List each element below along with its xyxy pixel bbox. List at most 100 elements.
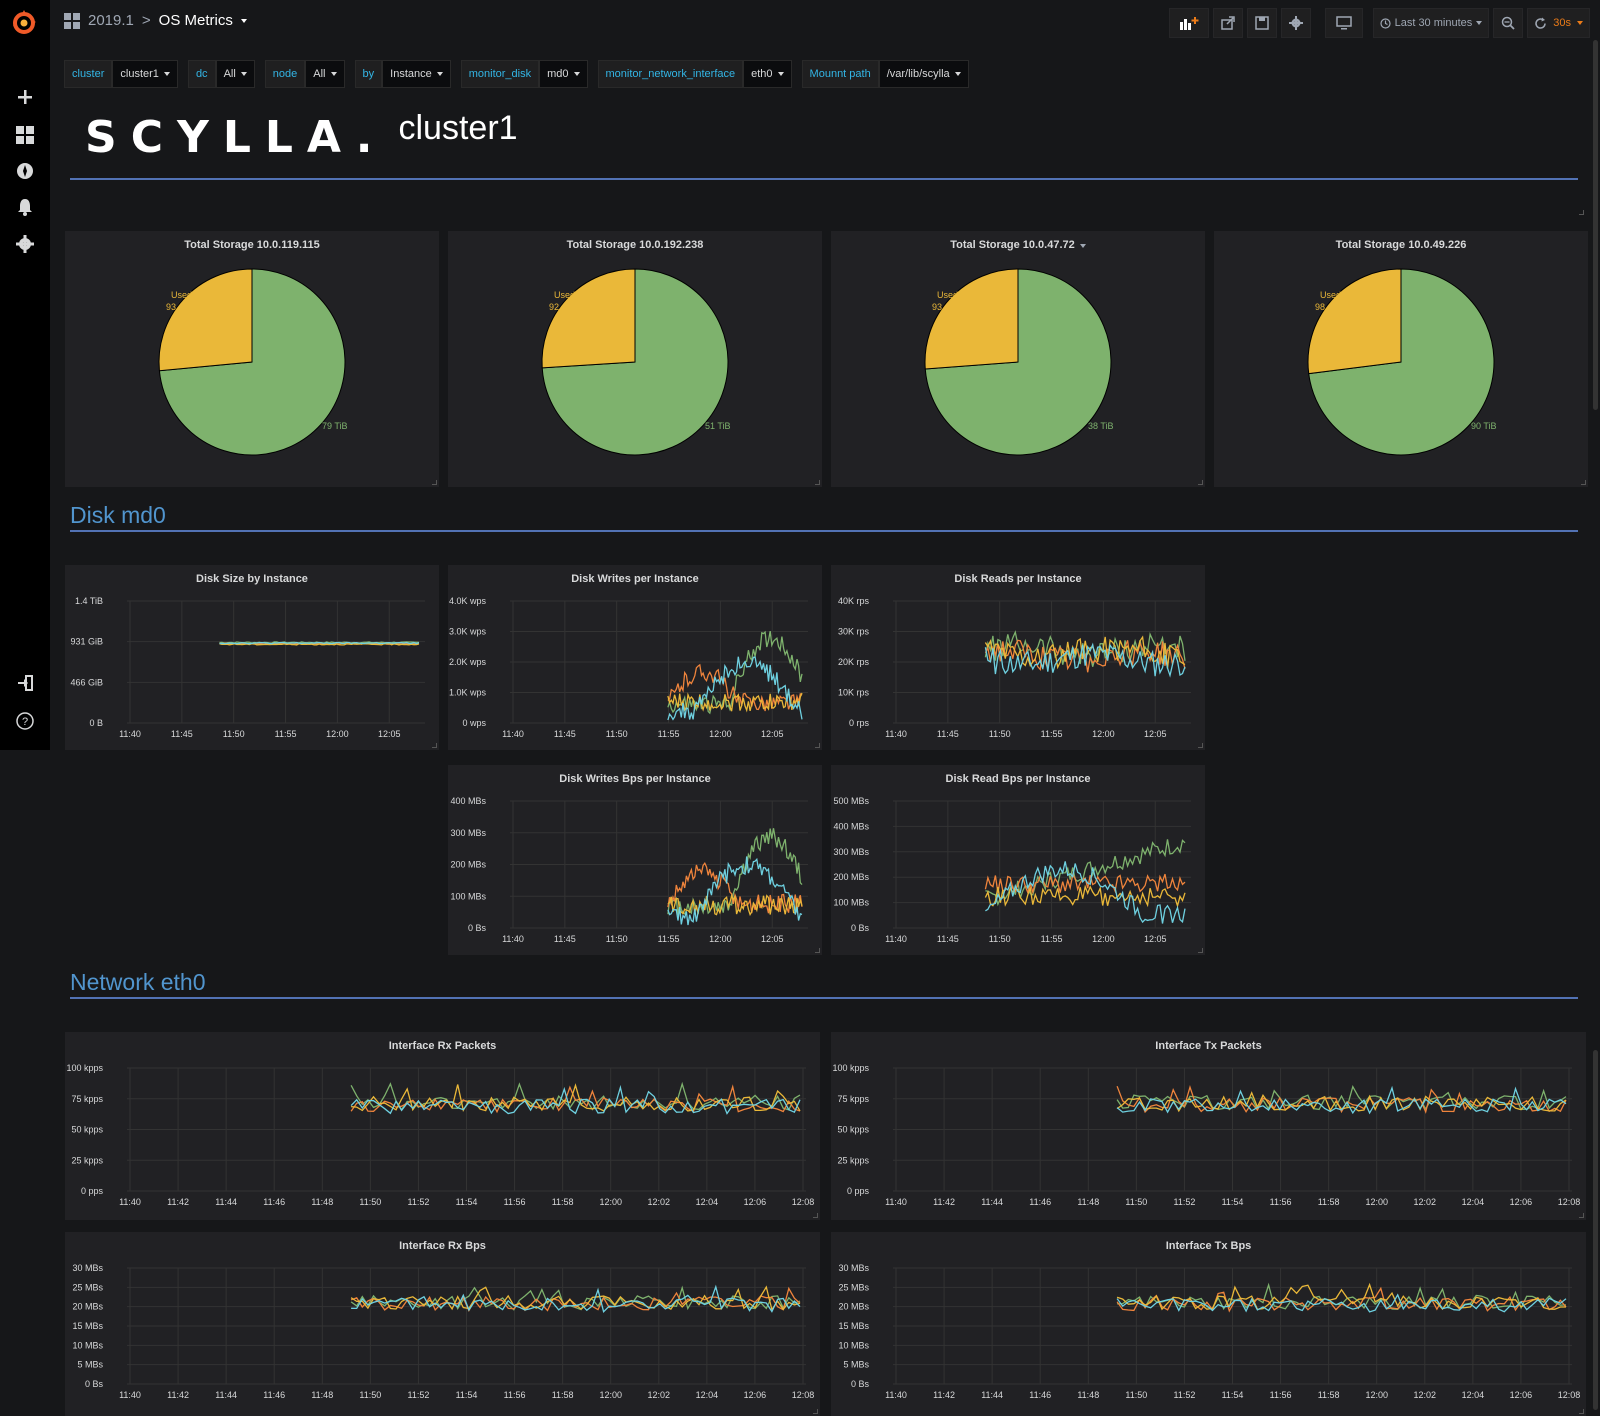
alerting-bell-icon[interactable] bbox=[14, 196, 36, 218]
explore-compass-icon[interactable] bbox=[14, 160, 36, 182]
series-line[interactable] bbox=[219, 641, 420, 645]
configuration-gear-icon[interactable] bbox=[14, 233, 36, 255]
panel-title[interactable]: Interface Tx Packets bbox=[1155, 1040, 1262, 1052]
variable-select[interactable]: All bbox=[305, 60, 345, 88]
x-tick-label: 11:48 bbox=[1077, 1197, 1099, 1207]
panel-title[interactable]: Disk Size by Instance bbox=[196, 573, 308, 585]
zoom-out-button[interactable] bbox=[1493, 8, 1524, 38]
x-tick-label: 11:50 bbox=[989, 729, 1011, 739]
x-tick-label: 12:00 bbox=[1365, 1197, 1388, 1207]
x-tick-label: 11:50 bbox=[359, 1390, 381, 1400]
variable-select[interactable]: eth0 bbox=[743, 60, 792, 88]
resize-handle[interactable] bbox=[1198, 743, 1203, 748]
series-line[interactable] bbox=[667, 856, 803, 926]
variable-select[interactable]: Instance bbox=[382, 60, 451, 88]
resize-handle[interactable] bbox=[815, 480, 820, 485]
panel-title[interactable]: Disk Read Bps per Instance bbox=[945, 773, 1091, 785]
resize-handle[interactable] bbox=[815, 743, 820, 748]
tv-mode-button[interactable] bbox=[1324, 8, 1363, 38]
resize-handle[interactable] bbox=[815, 948, 820, 953]
chevron-down-icon bbox=[1577, 21, 1583, 25]
sign-in-icon[interactable] bbox=[14, 672, 36, 694]
variable-select[interactable]: cluster1 bbox=[112, 60, 178, 88]
refresh-interval: 30s bbox=[1553, 17, 1571, 29]
x-tick-label: 11:45 bbox=[937, 934, 959, 944]
graph-panel: Disk Size by Instance 1.4 TiB 931 GiB 466 G… bbox=[65, 565, 439, 750]
folder-link[interactable]: 2019.1 bbox=[88, 12, 134, 29]
series-line[interactable] bbox=[667, 893, 803, 917]
row-title-network[interactable]: Network eth0 bbox=[70, 969, 206, 995]
row-title-disk[interactable]: Disk md0 bbox=[70, 502, 166, 528]
panel-title[interactable]: Disk Writes per Instance bbox=[571, 573, 699, 585]
panel-title[interactable]: Interface Rx Bps bbox=[399, 1240, 486, 1252]
resize-handle[interactable] bbox=[1581, 480, 1586, 485]
x-tick-label: 11:40 bbox=[885, 1390, 907, 1400]
plus-icon[interactable] bbox=[14, 86, 36, 108]
panel-title[interactable]: Total Storage 10.0.47.72 bbox=[831, 239, 1205, 251]
series-line[interactable] bbox=[351, 1083, 801, 1113]
pie-slice-used[interactable] bbox=[924, 268, 1019, 370]
variable-select[interactable]: All bbox=[215, 60, 255, 88]
series-line[interactable] bbox=[984, 639, 1186, 673]
variable-select[interactable]: md0 bbox=[539, 60, 588, 88]
resize-handle[interactable] bbox=[1198, 948, 1203, 953]
resize-handle[interactable] bbox=[813, 1409, 818, 1414]
series-line[interactable] bbox=[984, 872, 1186, 895]
panel-title[interactable]: Total Storage 10.0.49.226 bbox=[1335, 239, 1467, 251]
x-tick-label: 11:44 bbox=[215, 1390, 237, 1400]
time-picker-button[interactable]: Last 30 minutes bbox=[1372, 8, 1490, 38]
variable-label: monitor_network_interface bbox=[597, 60, 744, 88]
series-line[interactable] bbox=[667, 656, 803, 721]
variable-select[interactable]: /var/lib/scylla bbox=[878, 60, 969, 88]
refresh-button[interactable]: 30s bbox=[1527, 8, 1590, 38]
pie-value-free: 79 TiB bbox=[322, 421, 348, 431]
panel-title[interactable]: Disk Reads per Instance bbox=[954, 573, 1082, 585]
series-line[interactable] bbox=[351, 1284, 801, 1313]
resize-handle[interactable] bbox=[1579, 1409, 1584, 1414]
x-tick-label: 11:46 bbox=[1029, 1197, 1051, 1207]
series-line[interactable] bbox=[1116, 1085, 1567, 1111]
dashboard-title[interactable]: OS Metrics bbox=[158, 12, 233, 29]
resize-handle[interactable] bbox=[432, 480, 437, 485]
panel-title[interactable]: Disk Writes Bps per Instance bbox=[559, 773, 711, 785]
help-icon[interactable]: ? bbox=[14, 710, 36, 732]
chevron-down-icon[interactable] bbox=[1079, 244, 1086, 248]
series-line[interactable] bbox=[985, 839, 1186, 907]
resize-handle[interactable] bbox=[1579, 210, 1584, 215]
chevron-down-icon bbox=[330, 72, 337, 76]
series-line[interactable] bbox=[1116, 1085, 1567, 1115]
share-button[interactable] bbox=[1212, 8, 1243, 38]
x-tick-label: 12:04 bbox=[1462, 1390, 1485, 1400]
grafana-logo-icon[interactable] bbox=[9, 8, 39, 38]
series-line[interactable] bbox=[984, 635, 1186, 671]
resize-handle[interactable] bbox=[1579, 1213, 1584, 1218]
x-tick-label: 11:42 bbox=[167, 1197, 189, 1207]
dashboards-icon[interactable] bbox=[14, 124, 36, 146]
series-line[interactable] bbox=[985, 861, 1186, 924]
resize-handle[interactable] bbox=[813, 1213, 818, 1218]
add-panel-button[interactable] bbox=[1168, 8, 1209, 38]
settings-button[interactable] bbox=[1280, 8, 1311, 38]
scrollbar[interactable] bbox=[1593, 40, 1598, 410]
save-button[interactable] bbox=[1246, 8, 1277, 38]
series-line[interactable] bbox=[667, 691, 803, 713]
resize-handle[interactable] bbox=[432, 743, 437, 748]
scrollbar[interactable] bbox=[1593, 1050, 1598, 1410]
x-tick-label: 11:40 bbox=[119, 729, 141, 739]
panel-title[interactable]: Total Storage 10.0.192.238 bbox=[566, 239, 704, 251]
series-line[interactable] bbox=[984, 642, 1186, 678]
series-line[interactable] bbox=[350, 1084, 801, 1115]
variable-value: md0 bbox=[547, 68, 569, 80]
pie-slice-used[interactable] bbox=[541, 268, 636, 369]
chevron-down-icon[interactable] bbox=[240, 18, 247, 23]
pie-slice-used[interactable] bbox=[1307, 268, 1402, 375]
series-line[interactable] bbox=[1116, 1293, 1567, 1313]
pie-value-free: 51 TiB bbox=[705, 421, 731, 431]
pie-slice-used[interactable] bbox=[158, 268, 253, 372]
panel-title[interactable]: Interface Tx Bps bbox=[1165, 1240, 1252, 1252]
resize-handle[interactable] bbox=[1198, 480, 1203, 485]
series-line[interactable] bbox=[667, 630, 803, 715]
panel-title[interactable]: Interface Rx Packets bbox=[388, 1040, 497, 1052]
x-tick-label: 11:42 bbox=[167, 1390, 189, 1400]
panel-title[interactable]: Total Storage 10.0.119.115 bbox=[184, 239, 320, 251]
